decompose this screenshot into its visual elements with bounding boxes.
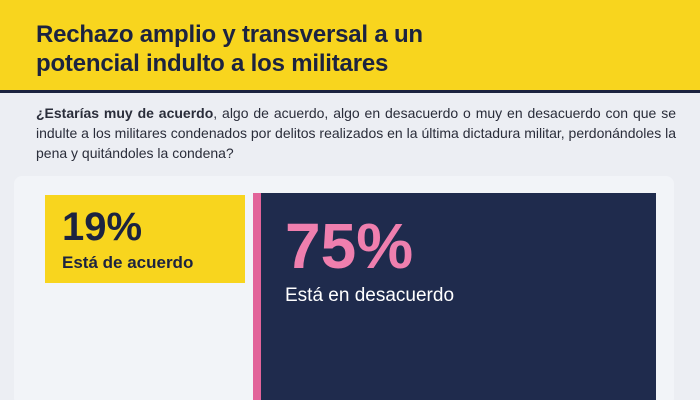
disagree-block: 75% Está en desacuerdo — [253, 193, 656, 400]
question-rest: , algo de acuerdo, algo en desacuerdo o … — [36, 105, 676, 161]
title-line-1: Rechazo amplio y transversal a un — [36, 21, 423, 48]
disagree-label: Está en desacuerdo — [285, 285, 455, 306]
question-bold: ¿Estarías muy de acuerdo — [36, 105, 214, 121]
agree-value: 19% — [62, 205, 143, 249]
agree-label: Está de acuerdo — [62, 253, 194, 272]
title-line-2: potencial indulto a los militares — [36, 50, 389, 77]
header-banner: Rechazo amplio y transversal a un potenc… — [0, 0, 700, 93]
page-title: Rechazo amplio y transversal a un potenc… — [36, 20, 556, 78]
agree-block: 19% Está de acuerdo — [45, 195, 245, 283]
survey-question: ¿Estarías muy de acuerdo, algo de acuerd… — [36, 103, 676, 163]
disagree-value: 75% — [285, 210, 414, 282]
